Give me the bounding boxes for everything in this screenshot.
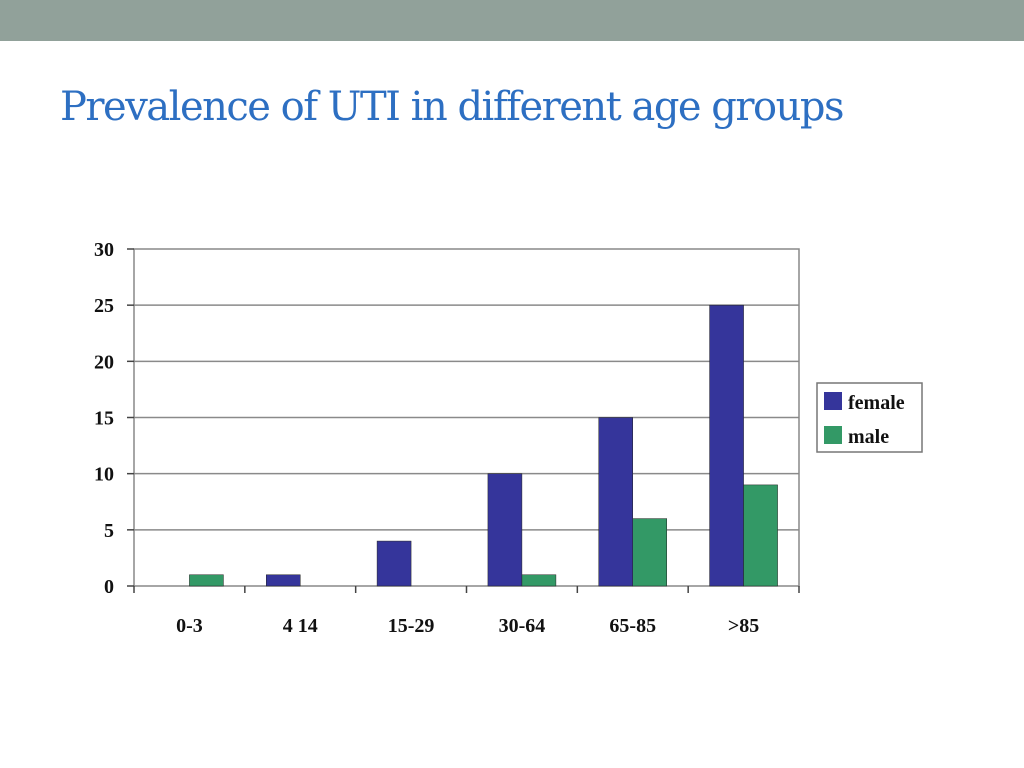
- grid-layer: [134, 304, 799, 531]
- y-tick-label: 25: [94, 295, 114, 317]
- bar-female-85: [709, 304, 744, 587]
- x-category-label: 30-64: [499, 615, 546, 637]
- x-category-label: 0-3: [176, 615, 203, 637]
- bar-male-0-3: [189, 574, 224, 587]
- y-tick-label: 30: [94, 239, 114, 261]
- bar-male-30-64: [521, 574, 557, 587]
- slide-top-bar: [0, 0, 1024, 41]
- bar-female-4-14: [266, 574, 301, 587]
- y-tick-label: 10: [94, 464, 114, 486]
- y-tick-label: 15: [94, 408, 114, 430]
- legend-label-male: male: [848, 426, 889, 448]
- y-tick-label: 0: [104, 576, 114, 598]
- bar-female-65-85: [598, 417, 633, 587]
- y-tick-label: 5: [104, 520, 114, 542]
- legend-swatch-female: [824, 392, 842, 410]
- axes-layer: 0 5 10 15 20 25 30 0-3 4 14 15-29 30-64 65-85 >85: [94, 239, 800, 637]
- x-category-label: 15-29: [388, 615, 435, 637]
- bar-female-30-64: [487, 473, 523, 587]
- y-tick-label: 20: [94, 351, 114, 373]
- legend-swatch-male: [824, 426, 842, 444]
- slide-title: Prevalence of UTI in different age group…: [60, 84, 845, 130]
- legend: female male: [816, 382, 923, 453]
- bar-male-65-85: [632, 518, 667, 587]
- bars-layer: [189, 304, 778, 587]
- bar-female-15-29: [376, 540, 412, 587]
- x-category-label: 65-85: [609, 615, 656, 637]
- legend-label-female: female: [848, 392, 905, 414]
- x-category-label: >85: [728, 615, 759, 637]
- x-category-label: 4 14: [283, 615, 318, 637]
- bar-male-85: [743, 484, 778, 587]
